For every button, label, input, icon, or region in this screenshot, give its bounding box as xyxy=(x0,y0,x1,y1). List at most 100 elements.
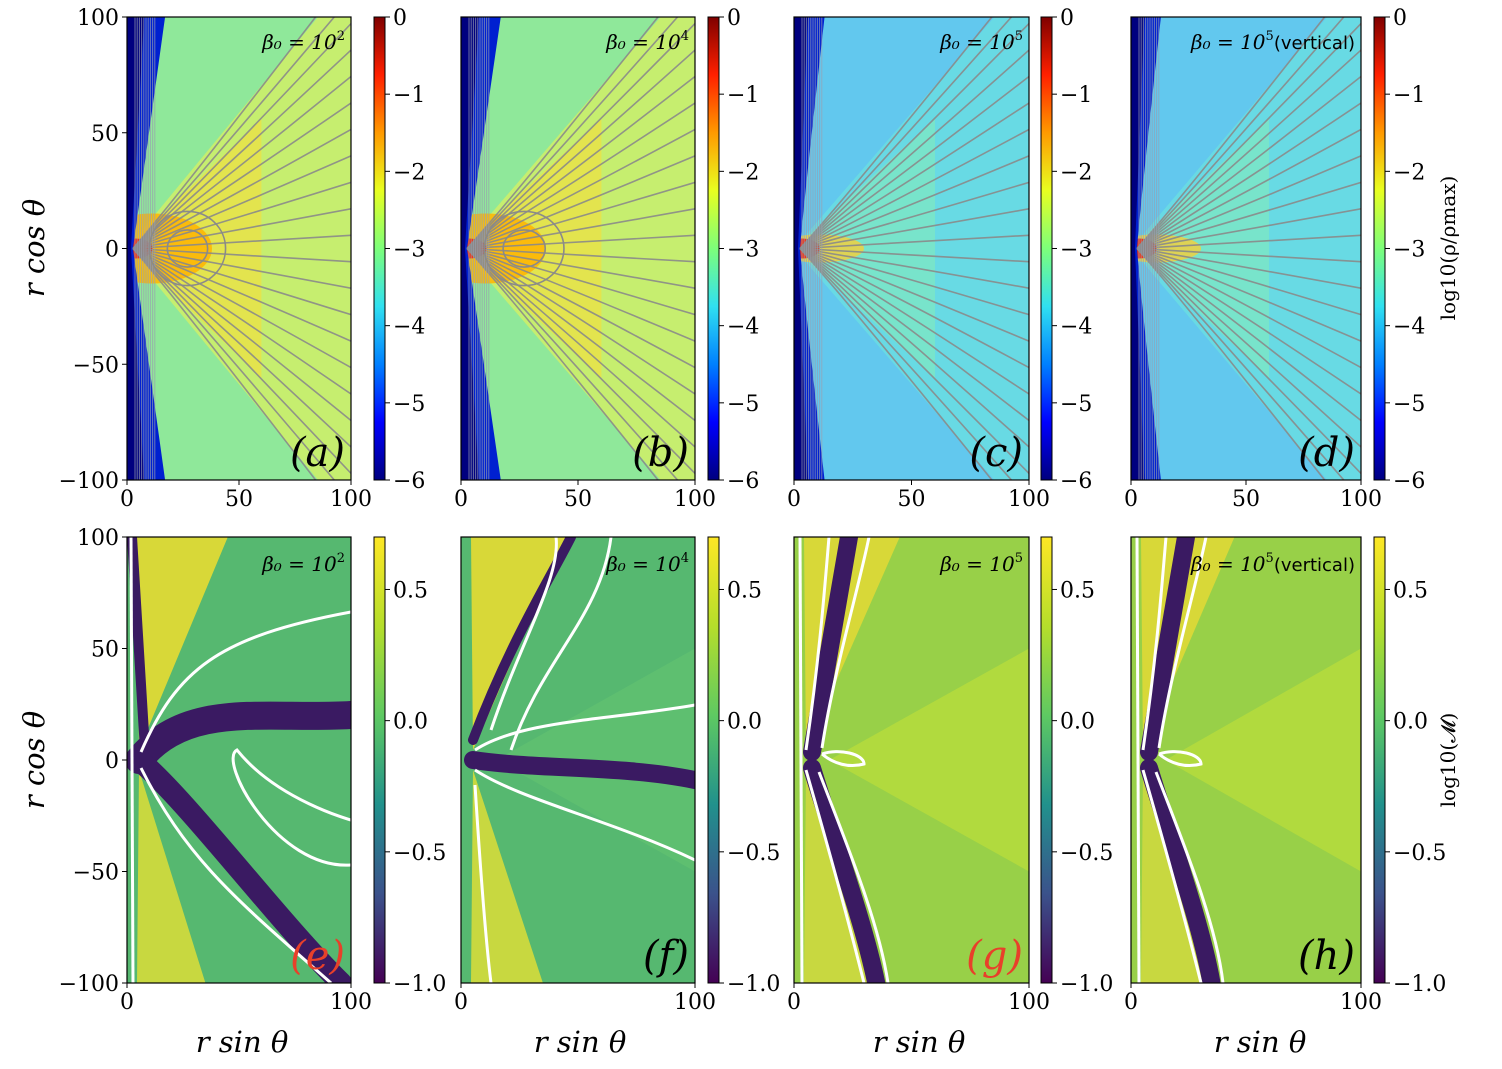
x-tick-label: 0 xyxy=(120,990,134,1015)
mach-one-contour xyxy=(1158,750,1203,768)
mach-subsonic-band xyxy=(803,537,858,761)
density-polar-core xyxy=(461,17,479,480)
y-tick-label: 50 xyxy=(91,122,119,147)
y-tick-label: −50 xyxy=(73,353,119,378)
mach-one-contour xyxy=(509,537,613,751)
mach-supersonic-jet xyxy=(137,770,206,983)
mach-one-contour xyxy=(1135,537,1141,983)
colorbar-tick-label: −4 xyxy=(1060,315,1092,340)
y-axis-label-bottom: r cos θ xyxy=(17,711,51,809)
colorbar-tick-label: −2 xyxy=(727,160,759,185)
x-tick-label: 0 xyxy=(454,990,468,1015)
mach-subsonic-band xyxy=(468,537,576,745)
colorbar-tick-label: −3 xyxy=(727,238,759,263)
y-tick-label: 50 xyxy=(91,638,119,663)
mach-colorbar xyxy=(1373,536,1386,984)
mach-one-contour xyxy=(474,768,695,862)
mach-one-contour xyxy=(129,537,135,983)
mach-one-contour xyxy=(1141,769,1203,983)
mach-panel-e xyxy=(127,537,351,983)
x-tick-label: 0 xyxy=(1124,487,1138,512)
beta-label: β₀ = 105(vertical) xyxy=(1190,551,1355,576)
streamline-loop xyxy=(502,229,547,268)
colorbar-tick-label: 0.0 xyxy=(727,710,762,735)
beta-label: β₀ = 102 xyxy=(261,551,345,576)
y-tick-label: −100 xyxy=(59,469,119,494)
colorbar-tick-label: −6 xyxy=(727,469,759,494)
mach-one-contour xyxy=(474,703,695,752)
streamline xyxy=(799,49,1029,250)
x-tick-label: 50 xyxy=(225,487,253,512)
colorbar-tick-label: −4 xyxy=(393,315,425,340)
colorbar-tick-label: 0 xyxy=(393,6,407,31)
colorbar-tick-label: −1 xyxy=(393,83,425,108)
x-axis-label-h: r sin θ xyxy=(1214,1025,1307,1059)
colorbar-tick-label: −6 xyxy=(1060,469,1092,494)
x-tick-label: 50 xyxy=(1232,487,1260,512)
streamline xyxy=(799,23,1029,250)
mach-one-contour xyxy=(139,767,332,983)
colorbar-tick-label: −0.5 xyxy=(393,841,446,866)
mach-one-contour xyxy=(804,537,831,751)
panel-label-g: (g) xyxy=(966,933,1023,979)
panel-label-d: (d) xyxy=(1298,430,1355,476)
mach-one-contour xyxy=(1157,537,1208,749)
colorbar-tick-label: −2 xyxy=(393,160,425,185)
x-tick-label: 100 xyxy=(330,990,372,1015)
streamline-loop xyxy=(166,229,209,268)
density-colorbar xyxy=(373,16,386,481)
colorbar-tick-label: 0.5 xyxy=(1393,578,1428,603)
streamline xyxy=(132,247,351,289)
streamline-loop xyxy=(148,210,227,287)
mach-colorbar xyxy=(707,536,720,984)
y-tick-label: 0 xyxy=(105,238,119,263)
panel-label-c: (c) xyxy=(969,430,1023,476)
colorbar-tick-label: −5 xyxy=(393,392,425,417)
colorbar-tick-label: −1.0 xyxy=(1060,972,1113,997)
density-polar-core xyxy=(127,17,145,480)
streamline xyxy=(132,247,351,342)
x-tick-label: 0 xyxy=(787,487,801,512)
mach-one-contour xyxy=(473,784,493,983)
colorbar-tick-label: −1 xyxy=(1060,83,1092,108)
colorbar-tick-label: −4 xyxy=(1393,315,1425,340)
mach-one-contour xyxy=(817,771,890,983)
colorbar-tick-label: −1.0 xyxy=(1393,972,1446,997)
mach-subsonic-band xyxy=(464,751,695,789)
x-tick-label: 100 xyxy=(674,990,716,1015)
x-axis-label-f: r sin θ xyxy=(534,1025,627,1059)
streamline xyxy=(132,155,351,250)
streamline xyxy=(466,17,679,250)
streamline xyxy=(466,247,679,480)
streamline-loop xyxy=(483,210,565,287)
mach-panel-h xyxy=(1131,537,1361,983)
colorbar-tick-label: −2 xyxy=(1060,160,1092,185)
streamline xyxy=(466,247,695,448)
mach-panel-f xyxy=(461,537,695,983)
colorbar-tick-label: 0 xyxy=(1060,6,1074,31)
streamline xyxy=(1136,247,1361,263)
panel-label-h: (h) xyxy=(1298,933,1355,979)
streamline xyxy=(799,17,1013,250)
colorbar-tick-label: −3 xyxy=(393,238,425,263)
colorbar-tick-label: −3 xyxy=(1060,238,1092,263)
mach-supersonic-jet xyxy=(471,770,543,983)
x-tick-label: 50 xyxy=(898,487,926,512)
mach-one-contour xyxy=(489,537,558,731)
streamline xyxy=(132,208,351,250)
streamline xyxy=(132,247,351,316)
panel-label-f: (f) xyxy=(643,933,689,979)
mach-one-contour xyxy=(1141,537,1168,751)
beta-label: β₀ = 105 xyxy=(939,29,1023,54)
x-tick-label: 100 xyxy=(674,487,716,512)
colorbar-tick-label: 0.0 xyxy=(1060,710,1095,735)
mach-one-contour xyxy=(798,537,804,983)
colorbar-tick-label: 0.5 xyxy=(727,578,762,603)
colorbar-tick-label: −0.5 xyxy=(727,841,780,866)
streamline xyxy=(799,247,1013,480)
density-panel-b xyxy=(461,17,695,480)
mach-colorbar xyxy=(1040,536,1053,984)
streamline xyxy=(132,234,351,250)
streamline xyxy=(466,49,695,250)
